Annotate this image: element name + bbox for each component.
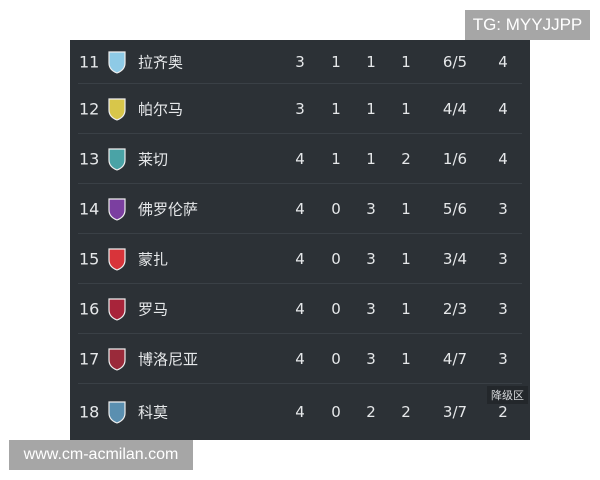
stat-d: 3 xyxy=(366,200,376,218)
lecce-crest-icon xyxy=(106,147,128,171)
stat-d: 1 xyxy=(366,100,376,118)
stat-goals: 4/7 xyxy=(442,350,468,368)
stat-l: 2 xyxy=(401,150,411,168)
row-divider xyxy=(78,283,522,284)
stat-l: 1 xyxy=(401,300,411,318)
stat-p: 3 xyxy=(295,53,305,71)
stat-l: 1 xyxy=(401,53,411,71)
rank: 14 xyxy=(79,199,100,219)
stat-goals: 1/6 xyxy=(442,150,468,168)
team-name: 拉齐奥 xyxy=(138,53,184,72)
stat-goals: 3/4 xyxy=(442,250,468,268)
stat-goals: 6/5 xyxy=(442,53,468,71)
stat-p: 4 xyxy=(295,300,305,318)
team-name: 科莫 xyxy=(138,403,169,422)
stat-pts: 2 xyxy=(498,403,508,421)
relegation-zone-badge: 降级区 xyxy=(487,386,528,404)
stat-pts: 4 xyxy=(498,53,508,71)
rank: 15 xyxy=(79,249,100,269)
stat-pts: 4 xyxy=(498,150,508,168)
rank: 18 xyxy=(79,402,100,422)
stat-d: 1 xyxy=(366,53,376,71)
row-divider xyxy=(78,83,522,84)
stat-w: 1 xyxy=(331,100,341,118)
stat-p: 4 xyxy=(295,150,305,168)
stat-w: 1 xyxy=(331,150,341,168)
stat-w: 0 xyxy=(331,300,341,318)
como-crest-icon xyxy=(106,400,128,424)
team-name: 莱切 xyxy=(138,150,169,169)
stat-d: 3 xyxy=(366,350,376,368)
row-divider xyxy=(78,133,522,134)
rank: 13 xyxy=(79,149,100,169)
team-name: 佛罗伦萨 xyxy=(138,200,199,219)
stat-p: 4 xyxy=(295,200,305,218)
rank: 16 xyxy=(79,299,100,319)
row-divider xyxy=(78,333,522,334)
stat-d: 2 xyxy=(366,403,376,421)
rank: 12 xyxy=(79,99,100,119)
stat-w: 0 xyxy=(331,200,341,218)
stat-p: 3 xyxy=(295,100,305,118)
table-row[interactable]: 17 博洛尼亚 4 0 3 1 4/7 3 xyxy=(70,334,530,384)
team-name: 罗马 xyxy=(138,300,169,319)
fiorentina-crest-icon xyxy=(106,197,128,221)
row-divider xyxy=(78,233,522,234)
stat-goals: 2/3 xyxy=(442,300,468,318)
stat-p: 4 xyxy=(295,250,305,268)
stat-l: 1 xyxy=(401,350,411,368)
stat-pts: 3 xyxy=(498,200,508,218)
roma-crest-icon xyxy=(106,297,128,321)
url-watermark: www.cm-acmilan.com xyxy=(9,440,193,470)
row-divider xyxy=(78,383,522,384)
table-row[interactable]: 18 科莫 4 0 2 2 3/7 2 降级区 xyxy=(70,384,530,440)
stat-goals: 5/6 xyxy=(442,200,468,218)
row-divider xyxy=(78,183,522,184)
stat-d: 3 xyxy=(366,250,376,268)
stat-goals: 4/4 xyxy=(442,100,468,118)
stat-w: 0 xyxy=(331,403,341,421)
tg-watermark: TG: MYYJJPP xyxy=(465,10,590,40)
stat-d: 3 xyxy=(366,300,376,318)
stat-pts: 3 xyxy=(498,350,508,368)
rank: 17 xyxy=(79,349,100,369)
stat-pts: 4 xyxy=(498,100,508,118)
stat-d: 1 xyxy=(366,150,376,168)
monza-crest-icon xyxy=(106,247,128,271)
table-row[interactable]: 14 佛罗伦萨 4 0 3 1 5/6 3 xyxy=(70,184,530,234)
team-name: 蒙扎 xyxy=(138,250,169,269)
stat-w: 1 xyxy=(331,53,341,71)
table-row[interactable]: 11 拉齐奥 3 1 1 1 6/5 4 xyxy=(70,40,530,84)
stat-p: 4 xyxy=(295,403,305,421)
table-row[interactable]: 12 帕尔马 3 1 1 1 4/4 4 xyxy=(70,84,530,134)
stat-l: 1 xyxy=(401,100,411,118)
team-name: 帕尔马 xyxy=(138,100,184,119)
standings-table: 11 拉齐奥 3 1 1 1 6/5 4 12 帕尔马 3 1 1 1 4/4 4 13 莱切 4 1 1 2 1/6 4 14… xyxy=(70,40,530,440)
stat-l: 2 xyxy=(401,403,411,421)
stat-goals: 3/7 xyxy=(442,403,468,421)
stat-p: 4 xyxy=(295,350,305,368)
lazio-crest-icon xyxy=(106,50,128,74)
rank: 11 xyxy=(79,52,100,72)
stat-l: 1 xyxy=(401,200,411,218)
bologna-crest-icon xyxy=(106,347,128,371)
table-row[interactable]: 16 罗马 4 0 3 1 2/3 3 xyxy=(70,284,530,334)
parma-crest-icon xyxy=(106,97,128,121)
table-row[interactable]: 15 蒙扎 4 0 3 1 3/4 3 xyxy=(70,234,530,284)
team-name: 博洛尼亚 xyxy=(138,350,199,369)
table-row[interactable]: 13 莱切 4 1 1 2 1/6 4 xyxy=(70,134,530,184)
stat-l: 1 xyxy=(401,250,411,268)
stat-w: 0 xyxy=(331,250,341,268)
stat-pts: 3 xyxy=(498,300,508,318)
stat-w: 0 xyxy=(331,350,341,368)
stat-pts: 3 xyxy=(498,250,508,268)
